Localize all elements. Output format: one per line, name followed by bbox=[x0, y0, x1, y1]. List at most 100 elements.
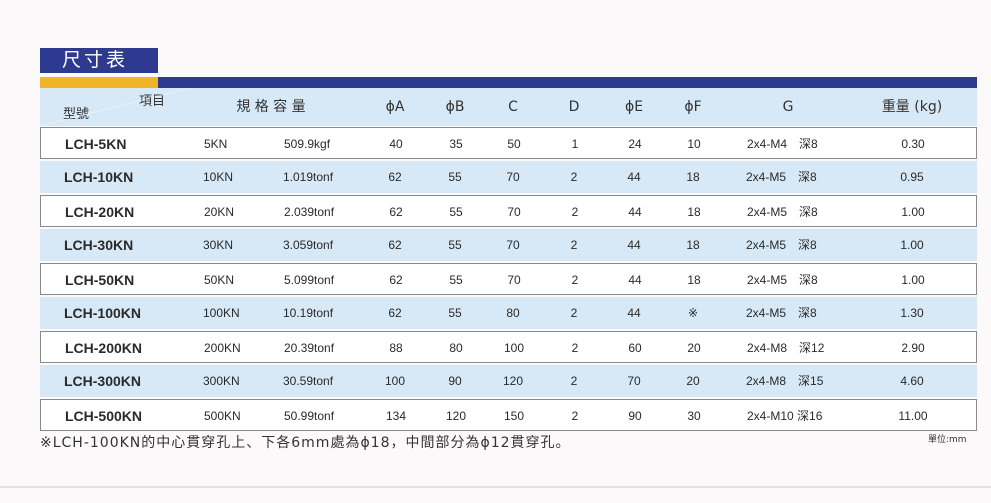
cell-model: LCH-50KN bbox=[65, 272, 135, 288]
cell-d: 2 bbox=[571, 341, 579, 355]
cell-cap-kn: 50KN bbox=[204, 273, 235, 287]
cell-model: LCH-100KN bbox=[64, 305, 142, 321]
cell-weight: 1.30 bbox=[900, 306, 924, 320]
cell-d: 1 bbox=[571, 137, 579, 151]
cell-f: 20 bbox=[687, 341, 701, 355]
table-row: LCH-100KN 100KN 10.19tonf 62 55 80 2 44 ※ 2x4-M5 … bbox=[40, 297, 977, 329]
cell-model: LCH-10KN bbox=[64, 169, 134, 185]
cell-g: 2x4-M5 深8 bbox=[747, 273, 818, 287]
cell-a: 62 bbox=[388, 238, 402, 252]
cell-d: 2 bbox=[571, 273, 579, 287]
cell-g: 2x4-M8 深12 bbox=[747, 341, 825, 355]
cell-cap-unit: 20.39tonf bbox=[284, 341, 335, 355]
cell-b: 55 bbox=[449, 273, 463, 287]
cell-f: 18 bbox=[687, 205, 701, 219]
cell-a: 62 bbox=[389, 205, 403, 219]
cell-b: 55 bbox=[448, 170, 462, 184]
cell-d: 2 bbox=[571, 205, 579, 219]
cell-f: 18 bbox=[686, 238, 700, 252]
cell-e: 70 bbox=[627, 374, 641, 388]
cell-weight: 1.00 bbox=[901, 273, 925, 287]
cell-e: 44 bbox=[627, 238, 641, 252]
cell-cap-unit: 30.59tonf bbox=[283, 374, 334, 388]
cell-cap-unit: 3.059tonf bbox=[283, 238, 334, 252]
cell-e: 44 bbox=[628, 205, 642, 219]
page-edge bbox=[0, 486, 991, 488]
cell-e: 90 bbox=[628, 409, 642, 423]
table-row: LCH-200KN 200KN 20.39tonf 88 80 100 2 60 20 2x4-M… bbox=[40, 331, 977, 363]
table-row: LCH-500KN 500KN 50.99tonf 134 120 150 2 90 30 2x4… bbox=[40, 399, 977, 431]
header-C: C bbox=[508, 99, 518, 115]
cell-f: 30 bbox=[687, 409, 701, 423]
cell-f: 10 bbox=[687, 137, 701, 151]
cell-f: 20 bbox=[686, 374, 700, 388]
cell-e: 24 bbox=[628, 137, 642, 151]
cell-d: 2 bbox=[570, 306, 578, 320]
cell-c: 120 bbox=[502, 374, 524, 388]
cell-cap-unit: 10.19tonf bbox=[283, 306, 334, 320]
cell-model: LCH-300KN bbox=[64, 373, 142, 389]
cell-weight: 4.60 bbox=[900, 374, 924, 388]
header-G: G bbox=[782, 99, 794, 115]
header-phiF: ϕF bbox=[684, 99, 702, 115]
cell-model: LCH-20KN bbox=[65, 204, 135, 220]
cell-c: 70 bbox=[506, 170, 520, 184]
cell-f: 18 bbox=[686, 170, 700, 184]
header-phiB: ϕB bbox=[445, 99, 465, 115]
cell-g: 2x4-M5 深8 bbox=[746, 238, 817, 252]
cell-b: 90 bbox=[448, 374, 462, 388]
accent-bar-orange bbox=[40, 77, 158, 88]
cell-c: 150 bbox=[503, 409, 525, 423]
cell-weight: 0.30 bbox=[901, 137, 925, 151]
cell-f: 18 bbox=[687, 273, 701, 287]
cell-b: 80 bbox=[449, 341, 463, 355]
header-phiA: ϕA bbox=[385, 99, 405, 115]
table-row: LCH-5KN 5KN 509.9kgf 40 35 50 1 24 10 2x4-M4 深8 0.… bbox=[40, 127, 977, 159]
cell-a: 88 bbox=[389, 341, 403, 355]
cell-model: LCH-30KN bbox=[64, 237, 134, 253]
cell-weight: 0.95 bbox=[900, 170, 924, 184]
cell-c: 70 bbox=[507, 273, 521, 287]
cell-cap-unit: 2.039tonf bbox=[284, 205, 335, 219]
cell-weight: 1.00 bbox=[901, 205, 925, 219]
header-phiE: ϕE bbox=[624, 99, 644, 115]
cell-g: 2x4-M5 深8 bbox=[746, 170, 817, 184]
cell-a: 40 bbox=[389, 137, 403, 151]
footnote: ※LCH-100KN的中心貫穿孔上、下各6mm處為ϕ18，中間部分為ϕ12貫穿孔… bbox=[40, 435, 571, 451]
table-row: LCH-20KN 20KN 2.039tonf 62 55 70 2 44 18 2x4-M5 深… bbox=[40, 195, 977, 227]
table-row: LCH-30KN 30KN 3.059tonf 62 55 70 2 44 18 2x4-M5 深… bbox=[40, 229, 977, 261]
cell-e: 60 bbox=[628, 341, 642, 355]
cell-cap-kn: 100KN bbox=[203, 306, 240, 320]
cell-g: 2x4-M5 深8 bbox=[747, 205, 818, 219]
cell-e: 44 bbox=[627, 306, 641, 320]
cell-c: 100 bbox=[503, 341, 525, 355]
table-row: LCH-300KN 300KN 30.59tonf 100 90 120 2 70 20 2x4-… bbox=[40, 365, 977, 397]
cell-cap-kn: 20KN bbox=[204, 205, 235, 219]
cell-c: 70 bbox=[506, 238, 520, 252]
cell-model: LCH-500KN bbox=[65, 408, 143, 424]
cell-a: 62 bbox=[388, 170, 402, 184]
cell-model: LCH-5KN bbox=[65, 136, 127, 152]
cell-d: 2 bbox=[570, 170, 578, 184]
cell-g: 2x4-M8 深15 bbox=[746, 374, 824, 388]
cell-cap-unit: 5.099tonf bbox=[284, 273, 335, 287]
cell-cap-kn: 30KN bbox=[203, 238, 234, 252]
cell-cap-unit: 50.99tonf bbox=[284, 409, 335, 423]
cell-b: 55 bbox=[449, 205, 463, 219]
cell-weight: 1.00 bbox=[900, 238, 924, 252]
header-capacity: 規 格 容 量 bbox=[236, 99, 306, 115]
table-row: LCH-10KN 10KN 1.019tonf 62 55 70 2 44 18 2x4-M5 深… bbox=[40, 161, 977, 193]
header-weight: 重量 (kg) bbox=[881, 99, 943, 115]
cell-cap-kn: 300KN bbox=[203, 374, 240, 388]
cell-weight: 2.90 bbox=[901, 341, 925, 355]
cell-b: 55 bbox=[448, 238, 462, 252]
cell-e: 44 bbox=[628, 273, 642, 287]
cell-weight: 11.00 bbox=[898, 409, 928, 423]
cell-g: 2x4-M4 深8 bbox=[747, 137, 818, 151]
cell-cap-unit: 1.019tonf bbox=[283, 170, 334, 184]
cell-a: 134 bbox=[385, 409, 407, 423]
cell-g: 2x4-M5 深8 bbox=[746, 306, 817, 320]
header-D: D bbox=[568, 99, 580, 115]
cell-cap-kn: 500KN bbox=[204, 409, 241, 423]
cell-d: 2 bbox=[570, 374, 578, 388]
